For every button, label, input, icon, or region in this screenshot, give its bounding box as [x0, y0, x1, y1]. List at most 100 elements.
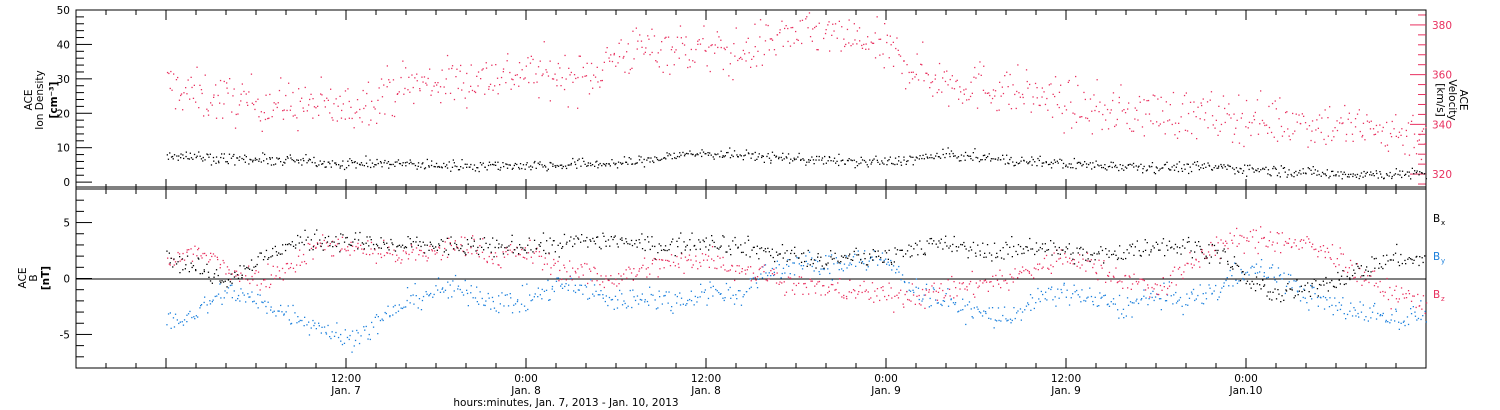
bx-point [288, 243, 290, 245]
bz-point [655, 259, 658, 261]
bx-point [1382, 267, 1384, 270]
bx-point [848, 255, 850, 257]
velocity-point [439, 86, 442, 88]
bx-point [1326, 282, 1328, 284]
density-point [1207, 162, 1209, 164]
density-point [269, 158, 271, 160]
by-point [245, 301, 247, 303]
bz-point [281, 267, 284, 270]
by-point [1236, 282, 1239, 284]
bx-point [326, 241, 329, 243]
velocity-point [929, 87, 931, 89]
density-point [599, 162, 601, 165]
bx-point [198, 258, 200, 260]
velocity-point [978, 73, 980, 75]
by-point [720, 293, 722, 295]
by-point [1223, 282, 1225, 284]
by-point [449, 284, 451, 286]
bottom-left-axis: -505 [60, 199, 92, 358]
bz-point [288, 268, 290, 270]
by-point [195, 315, 197, 317]
by-point [682, 303, 684, 305]
bx-point [226, 286, 228, 288]
density-point [974, 148, 976, 150]
by-point [325, 333, 328, 335]
velocity-point [193, 84, 195, 86]
bx-point [684, 249, 686, 251]
velocity-point [845, 43, 847, 46]
bz-point [325, 242, 328, 244]
bx-point [1076, 247, 1078, 249]
velocity-point [1094, 109, 1096, 112]
bz-point [553, 258, 555, 261]
velocity-point [277, 102, 279, 104]
velocity-point [608, 57, 610, 59]
density-point [1062, 167, 1064, 169]
bx-point [294, 247, 297, 249]
density-point [666, 152, 668, 154]
bz-point [410, 244, 413, 246]
by-point [908, 282, 910, 284]
by-point [1328, 306, 1331, 308]
density-point [576, 167, 578, 169]
velocity-point [497, 93, 499, 95]
bz-point [773, 273, 776, 276]
bz-point [255, 270, 257, 272]
by-point [644, 301, 646, 303]
density-point [503, 165, 505, 168]
velocity-point [1320, 131, 1322, 134]
velocity-point [697, 40, 699, 42]
bx-point [634, 243, 636, 245]
bz-point [1117, 281, 1119, 283]
density-point [605, 163, 608, 165]
density-point [552, 163, 554, 165]
velocity-point [397, 93, 399, 95]
velocity-point [577, 76, 579, 79]
density-point [361, 164, 364, 166]
bx-point [1387, 260, 1389, 262]
density-point [499, 169, 501, 171]
bx-point [1090, 254, 1092, 256]
velocity-point [1201, 104, 1203, 107]
density-point [222, 157, 225, 159]
density-point [1020, 160, 1022, 162]
density-point [1341, 178, 1343, 180]
by-point [629, 289, 631, 292]
velocity-point [557, 62, 559, 65]
density-point [1098, 165, 1100, 167]
by-point [223, 297, 225, 299]
density-point [204, 159, 206, 161]
density-point [1395, 168, 1397, 170]
density-point [775, 155, 778, 157]
bz-point [210, 252, 212, 254]
by-point [1125, 315, 1127, 317]
bx-point [304, 229, 306, 231]
velocity-point [740, 56, 742, 59]
velocity-point [708, 46, 710, 48]
by-point [1317, 305, 1319, 307]
density-point [800, 158, 802, 161]
by-point [976, 306, 978, 308]
density-point [1302, 168, 1304, 170]
by-point [636, 295, 639, 297]
by-point [306, 324, 308, 326]
density-point [680, 154, 682, 156]
density-point [793, 159, 796, 161]
velocity-point [351, 117, 353, 120]
density-point [1050, 167, 1053, 169]
velocity-point [876, 16, 878, 18]
bz-point [312, 258, 314, 260]
bx-point [1331, 279, 1333, 282]
by-point [414, 283, 416, 285]
by-point [621, 293, 623, 295]
bz-point [1086, 260, 1088, 262]
density-point [198, 151, 200, 153]
bx-point [331, 241, 333, 243]
bz-point [776, 272, 778, 274]
bz-point [442, 254, 444, 256]
velocity-point [1132, 130, 1135, 132]
bz-point [971, 270, 973, 273]
density-point [790, 158, 792, 160]
velocity-point [776, 34, 779, 36]
velocity-point [1004, 75, 1006, 77]
